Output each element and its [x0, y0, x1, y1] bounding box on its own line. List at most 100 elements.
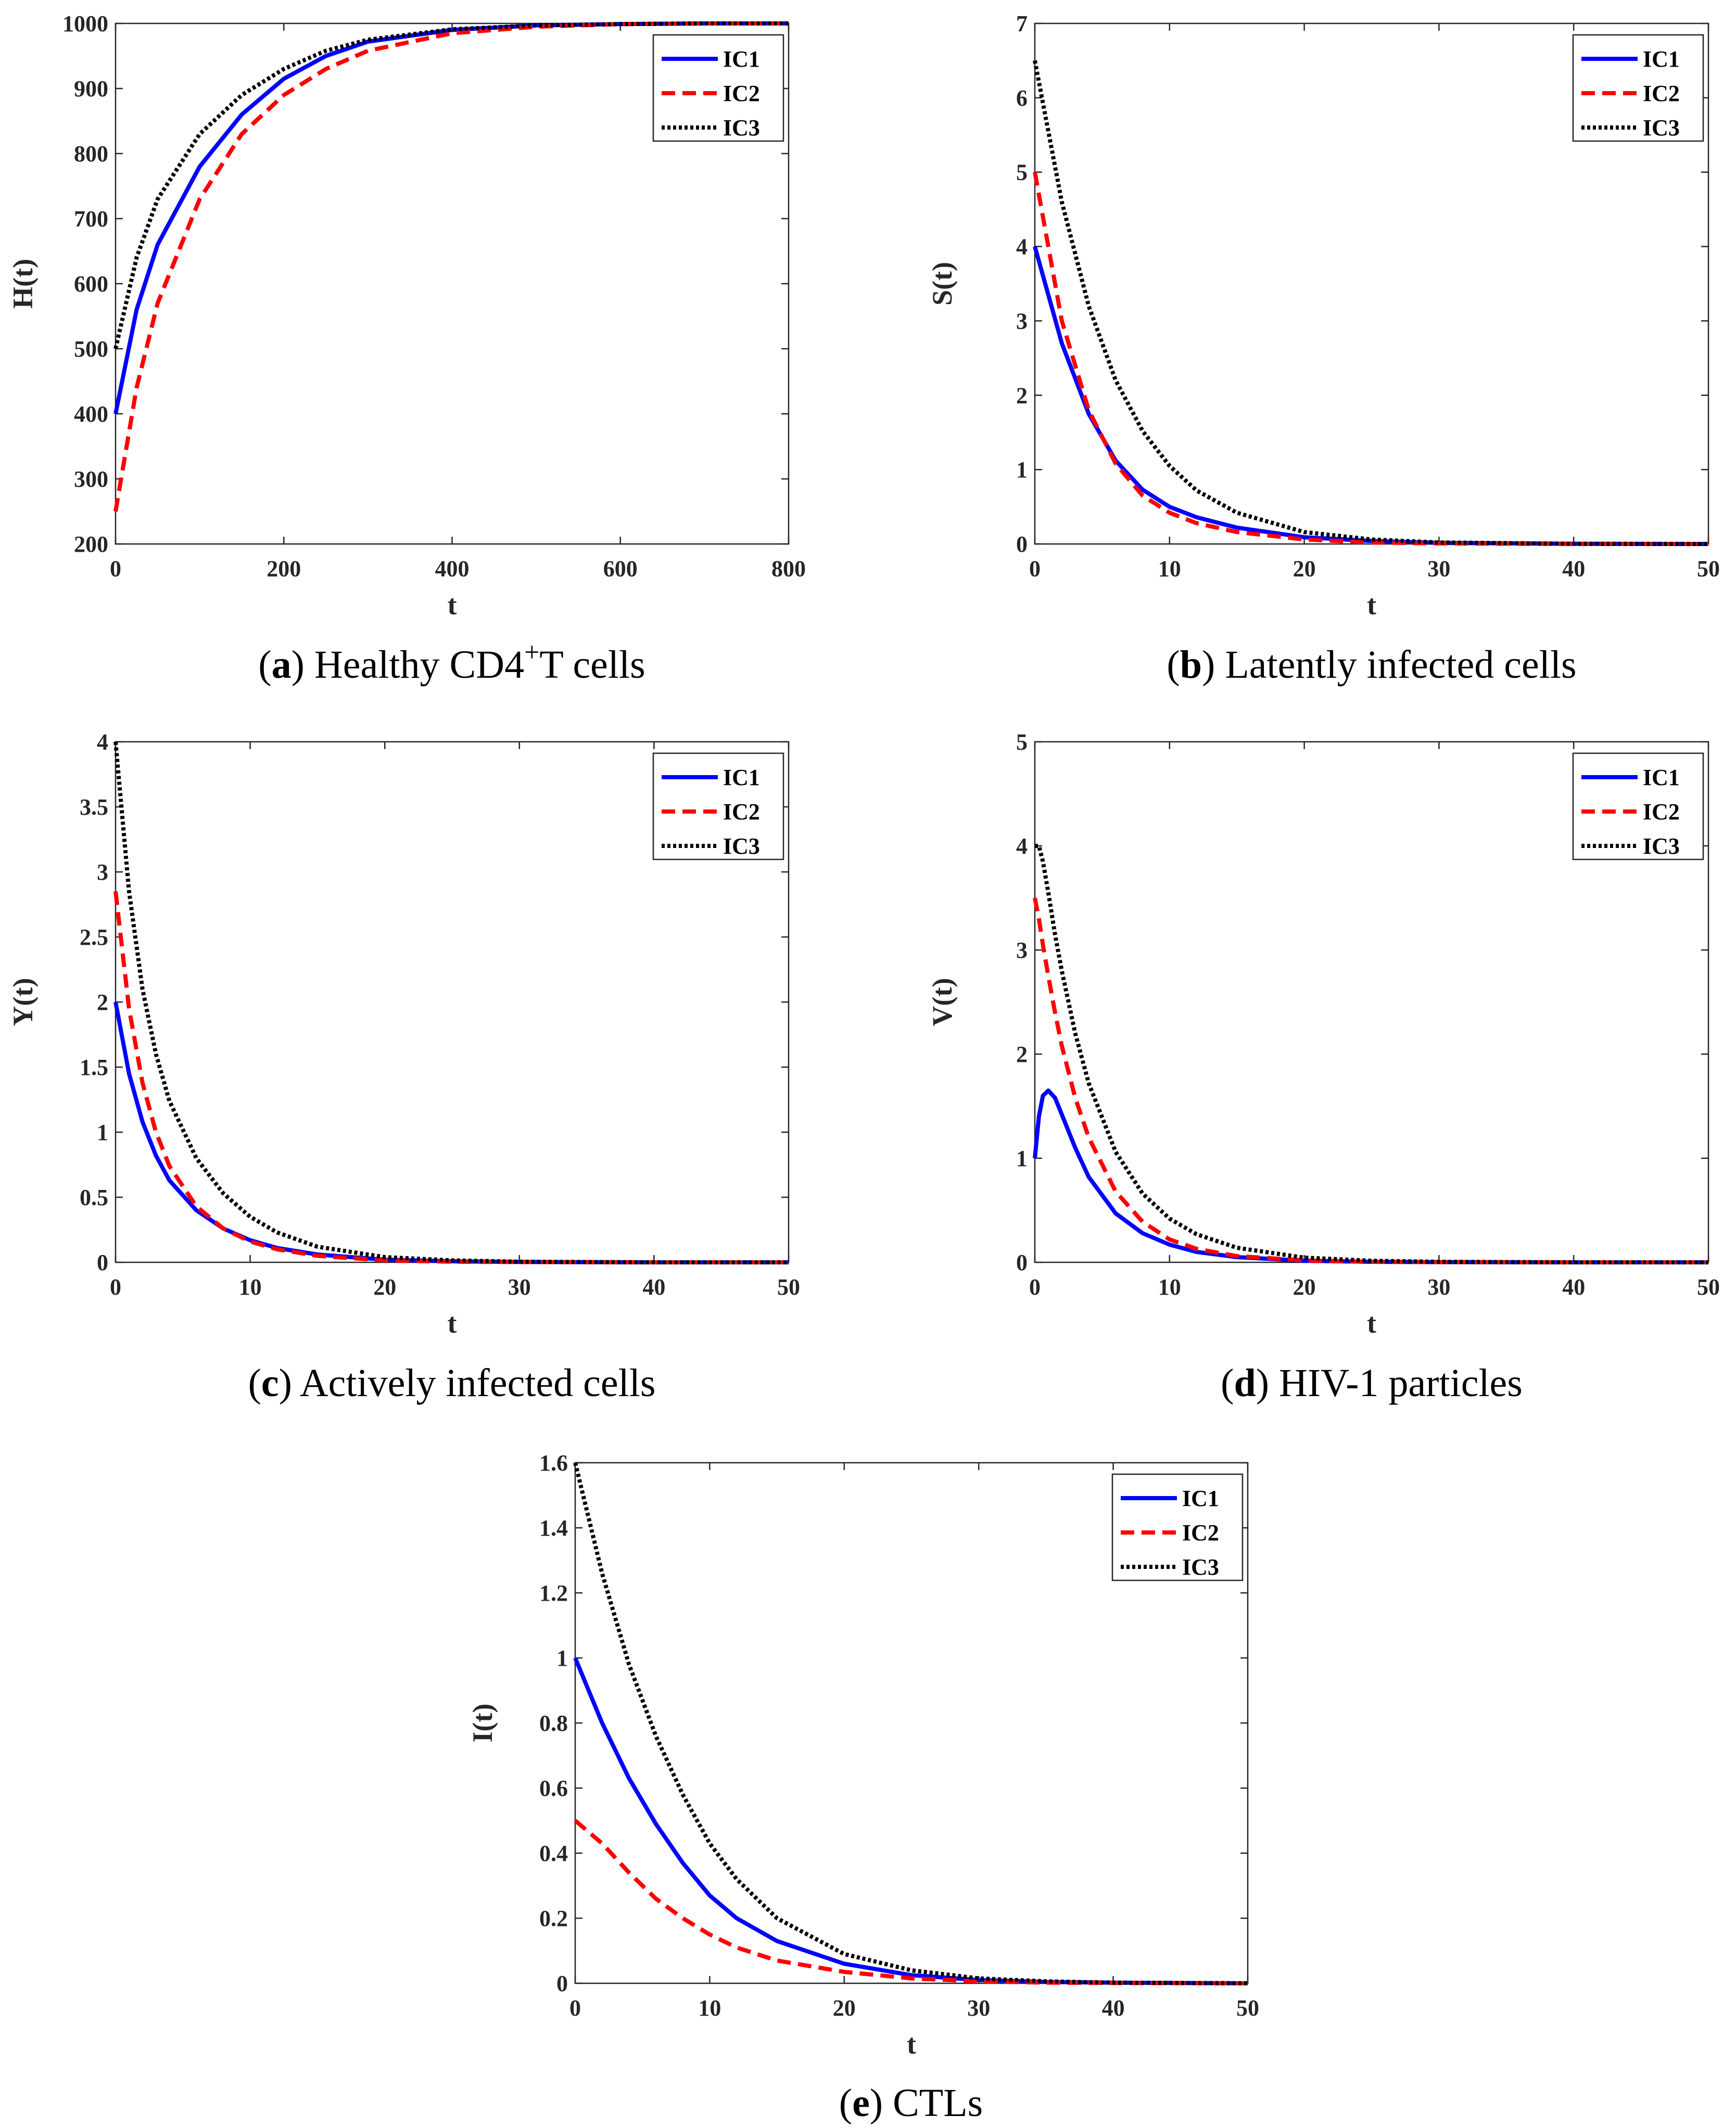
legend-label-ic1: IC1 [1643, 765, 1680, 790]
y-axis-label: S(t) [927, 262, 958, 306]
panel-a: 0 200 400 600 800200300400500600700800900100… [7, 11, 806, 687]
caption-superscript: + [524, 638, 539, 667]
x-tick-label: 40 [1562, 1274, 1585, 1300]
y-tick-label: 1 [556, 1645, 568, 1671]
y-tick-label: 1.5 [80, 1055, 108, 1080]
legend-label-ic2: IC2 [1643, 799, 1680, 825]
legend-label-ic3: IC3 [723, 115, 760, 141]
caption-paren-open: ( [248, 1361, 261, 1405]
y-axis-label: I(t) [467, 1704, 498, 1743]
y-tick-label: 5 [1016, 160, 1028, 185]
panel-caption: (e) CTLs [839, 2081, 983, 2125]
y-tick-label: 500 [74, 336, 108, 362]
series-line-ic2 [1033, 897, 1708, 1264]
legend: IC1 IC2 IC3 [652, 34, 784, 142]
x-tick-label: 50 [1697, 556, 1720, 581]
x-tick-label: 600 [603, 556, 638, 581]
legend-label-ic1: IC1 [723, 765, 760, 790]
caption-text: CTLs [883, 2081, 983, 2125]
caption-letter: c [261, 1361, 279, 1405]
series-line-ic2 [113, 21, 789, 512]
x-axis-label: t [448, 1308, 457, 1339]
legend-label-ic2: IC2 [1182, 1520, 1219, 1546]
y-tick-label: 2 [1016, 383, 1028, 408]
panel-b: 0 10 20 30 40 50 0 1 2 3 4 5 6 7 t S(t) IC1 IC2 IC3 (b) Lat… [927, 11, 1720, 687]
y-tick-label: 0.2 [539, 1906, 568, 1931]
x-tick-label: 10 [1158, 556, 1181, 581]
caption-paren-close: ) [1256, 1361, 1269, 1405]
y-tick-label: 900 [74, 76, 108, 102]
y-tick-label: 2.5 [80, 924, 108, 950]
y-axis-label: H(t) [7, 259, 39, 309]
x-tick-label: 50 [1236, 1995, 1259, 2021]
y-tick-label: 2 [97, 990, 108, 1015]
legend-box [1572, 34, 1704, 142]
caption-text: Actively infected cells [292, 1361, 656, 1405]
y-tick-label: 1 [97, 1120, 108, 1145]
series-line-ic2 [1033, 171, 1709, 546]
legend-label-ic3: IC3 [1643, 833, 1680, 859]
legend-label-ic2: IC2 [1643, 81, 1680, 106]
y-tick-label: 1.2 [539, 1580, 568, 1606]
caption-paren-close: ) [870, 2081, 883, 2125]
legend-label-ic1: IC1 [1182, 1486, 1219, 1511]
y-tick-label: 4 [1016, 234, 1028, 260]
y-tick-label: 200 [74, 531, 108, 557]
caption-paren-close: ) [279, 1361, 292, 1405]
y-tick-label: 3 [97, 859, 108, 885]
x-tick-label: 30 [508, 1274, 531, 1300]
y-tick-label: 0 [556, 1971, 568, 1996]
panel-caption: (a) Healthy CD4+T cells [258, 638, 645, 687]
y-tick-label: 600 [74, 271, 108, 297]
y-tick-label: 1.4 [539, 1515, 568, 1541]
caption-text: Healthy CD4 [305, 643, 524, 687]
x-tick-label: 0 [110, 556, 121, 581]
x-tick-label: 800 [771, 556, 806, 581]
caption-paren-close: ) [1202, 643, 1215, 687]
caption-letter: e [852, 2081, 870, 2125]
caption-letter: d [1234, 1361, 1256, 1405]
y-axis-label: V(t) [927, 978, 958, 1027]
x-tick-label: 20 [833, 1995, 856, 2021]
x-tick-label: 40 [1102, 1995, 1125, 2021]
legend-label-ic1: IC1 [723, 46, 760, 72]
x-tick-label: 30 [1427, 1274, 1450, 1300]
legend-label-ic3: IC3 [1643, 115, 1680, 141]
x-tick-label: 200 [267, 556, 301, 581]
y-tick-label: 1 [1016, 457, 1028, 483]
y-tick-label: 0 [1016, 531, 1028, 557]
y-tick-label: 3 [1016, 308, 1028, 334]
y-tick-label: 0.4 [539, 1841, 568, 1866]
x-tick-label: 0 [569, 1995, 581, 2021]
caption-paren-open: ( [258, 643, 271, 687]
y-tick-label: 800 [74, 141, 108, 167]
legend-label-ic2: IC2 [723, 799, 760, 825]
series-line-ic1 [113, 1002, 789, 1264]
y-tick-label: 700 [74, 206, 108, 232]
y-tick-label: 1000 [62, 11, 108, 36]
x-tick-label: 400 [435, 556, 470, 581]
panel-c: 0 10 20 30 40 5000.511.522.533.54tY(t)IC1IC2I… [7, 729, 800, 1405]
caption-letter: a [272, 643, 292, 687]
x-tick-label: 20 [1293, 1274, 1316, 1300]
x-tick-label: 20 [373, 1274, 396, 1300]
y-axis-label: Y(t) [7, 978, 39, 1027]
legend-label-ic3: IC3 [1182, 1554, 1219, 1580]
y-tick-label: 3.5 [80, 794, 108, 820]
x-tick-label: 10 [239, 1274, 262, 1300]
panel-caption: (d) HIV-1 particles [1221, 1361, 1523, 1405]
y-tick-label: 0 [97, 1250, 108, 1275]
caption-paren-open: ( [1221, 1361, 1234, 1405]
series-line-ic3 [113, 21, 789, 349]
y-tick-label: 300 [74, 466, 108, 492]
x-tick-label: 40 [642, 1274, 665, 1300]
x-tick-label: 20 [1293, 556, 1316, 581]
caption-text: HIV-1 particles [1269, 1361, 1523, 1405]
caption-tail: T cells [539, 643, 645, 687]
y-tick-label: 0.6 [539, 1776, 568, 1801]
x-tick-label: 50 [777, 1274, 800, 1300]
x-tick-label: 0 [1029, 556, 1041, 581]
y-tick-label: 4 [97, 729, 108, 755]
x-axis-label: t [907, 2029, 916, 2060]
